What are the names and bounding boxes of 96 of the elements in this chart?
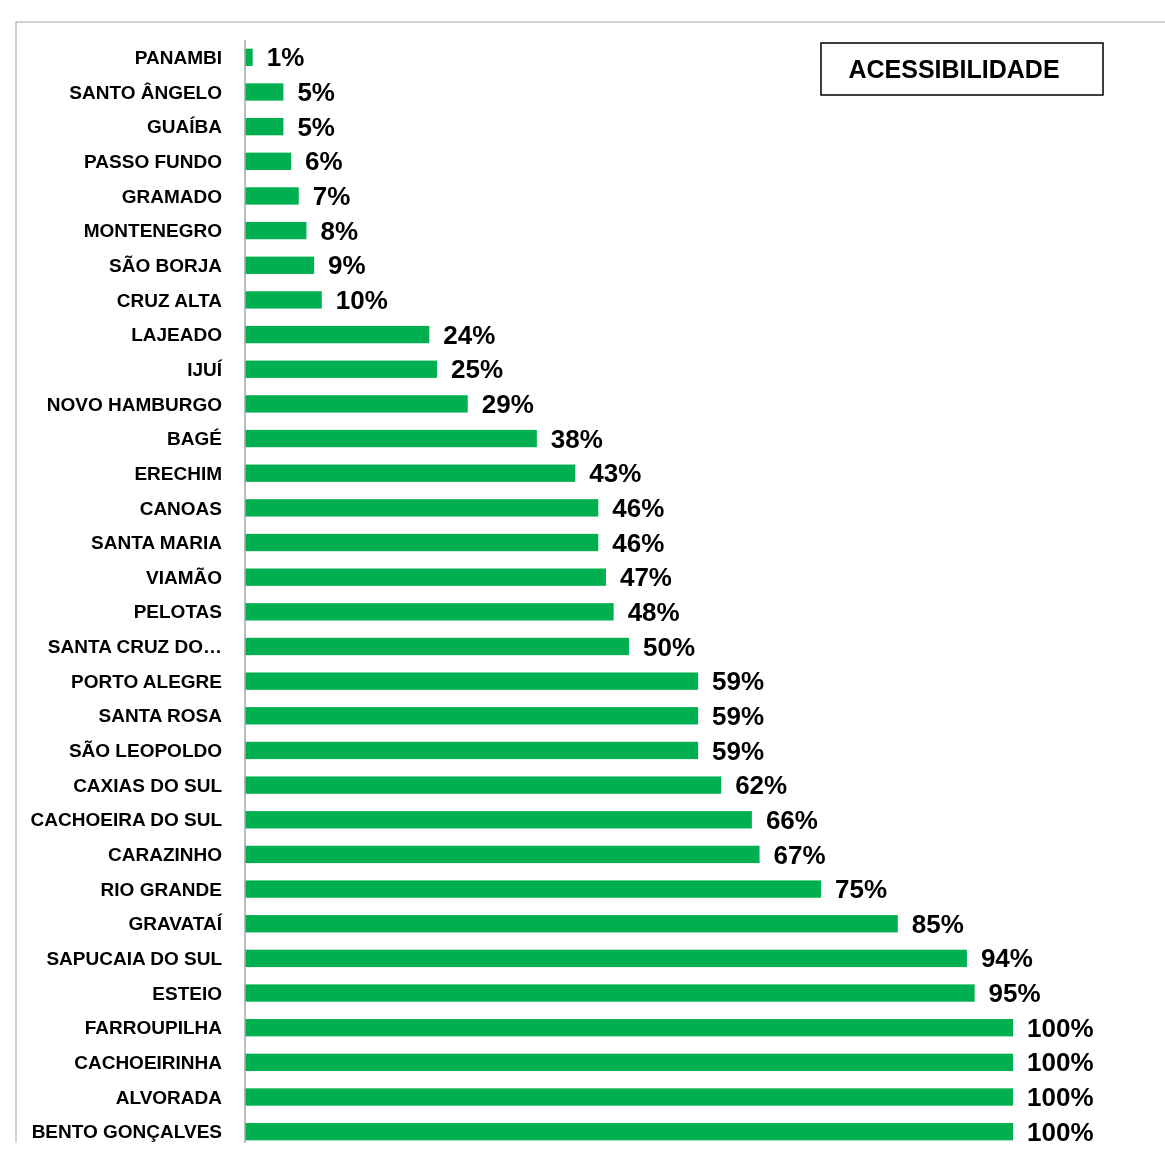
data-label: 38%: [550, 423, 603, 454]
bar: [245, 360, 437, 378]
data-label: 46%: [612, 527, 665, 558]
bar: [245, 915, 898, 933]
data-label: 43%: [589, 458, 642, 489]
data-label: 7%: [312, 181, 351, 212]
bar: [245, 1019, 1013, 1037]
y-tick-label: CARAZINHO: [108, 844, 222, 866]
y-tick-label: CANOAS: [139, 497, 222, 519]
y-tick-label: PELOTAS: [133, 601, 222, 623]
y-tick-label: PASSO FUNDO: [84, 150, 222, 172]
text: ACESSIBILIDADE: [848, 54, 1060, 83]
bar: [245, 949, 967, 968]
y-tick-label: SANTA CRUZ DO…: [47, 636, 222, 658]
data-label: 24%: [443, 319, 496, 350]
bar: [245, 637, 629, 656]
data-label: 25%: [451, 354, 504, 385]
bar: [245, 152, 292, 170]
bar: [245, 811, 752, 829]
data-label: 85%: [911, 908, 964, 939]
y-tick-label: SANTA ROSA: [98, 705, 223, 727]
bar: [245, 187, 299, 205]
y-tick-label: FARROUPILHA: [84, 1017, 223, 1039]
bar: [245, 325, 430, 344]
data-label: 29%: [481, 388, 534, 419]
y-tick-label: SÃO BORJA: [109, 254, 223, 276]
bar: [245, 741, 699, 760]
bar: [245, 83, 284, 101]
y-tick-label: NOVO HAMBURGO: [46, 393, 222, 415]
y-tick-label: GRAVATAÍ: [128, 913, 223, 935]
data-label: 59%: [712, 666, 765, 697]
bar: [245, 117, 284, 136]
data-label: 75%: [835, 874, 888, 905]
y-tick-label: BAGÉ: [167, 428, 222, 450]
data-label: 47%: [619, 562, 673, 593]
bar: [245, 291, 322, 309]
data-label: 48%: [627, 596, 680, 627]
data-label: 66%: [765, 804, 818, 835]
bar: [245, 1053, 1013, 1072]
bar: [245, 533, 599, 552]
y-tick-label: ALVORADA: [115, 1086, 223, 1108]
data-label: 46%: [612, 492, 665, 523]
data-label: 6%: [305, 146, 343, 177]
y-tick-label: PANAMBI: [134, 46, 222, 68]
data-label: 9%: [328, 250, 366, 281]
y-tick-label: PORTO ALEGRE: [71, 670, 222, 692]
bar: [245, 568, 606, 586]
y-tick-label: CACHOEIRA DO SUL: [30, 809, 223, 831]
bar: [245, 672, 699, 690]
bar: [245, 464, 576, 482]
y-tick-label: CACHOEIRINHA: [74, 1052, 223, 1074]
y-tick-label: GRAMADO: [121, 185, 222, 207]
y-tick-label: MONTENEGRO: [83, 220, 222, 242]
data-label: 8%: [320, 215, 359, 246]
bar: [245, 256, 315, 274]
y-tick-label: CRUZ ALTA: [116, 289, 223, 311]
y-tick-label: CAXIAS DO SUL: [73, 774, 223, 796]
y-tick-label: VIAMÃO: [146, 566, 222, 588]
data-label: 50%: [643, 631, 696, 662]
y-tick-label: ERECHIM: [134, 462, 222, 484]
y-tick-label: IJUÍ: [187, 358, 223, 380]
data-label: 1%: [266, 42, 305, 73]
bar: [245, 845, 760, 864]
bar: [245, 984, 975, 1002]
bar: [245, 429, 537, 448]
bar: [245, 395, 468, 413]
data-label: 100%: [1027, 1082, 1094, 1113]
data-label: 94%: [980, 943, 1033, 974]
data-label: 62%: [735, 770, 788, 801]
data-label: 5%: [297, 77, 335, 108]
data-label: 59%: [712, 700, 765, 731]
y-tick-label: SÃO LEOPOLDO: [68, 740, 222, 762]
y-tick-label: BENTO GONÇALVES: [31, 1121, 222, 1143]
bar: [245, 880, 821, 898]
bar: [245, 1123, 1013, 1141]
data-label: 95%: [988, 978, 1041, 1009]
data-label: 100%: [1027, 1116, 1094, 1147]
y-tick-label: SANTO ÂNGELO: [69, 81, 222, 103]
data-label: 100%: [1027, 1012, 1094, 1043]
y-tick-label: LAJEADO: [131, 324, 222, 346]
bar: [245, 707, 699, 725]
y-tick-label: SANTA MARIA: [91, 532, 223, 554]
data-label: 100%: [1027, 1047, 1094, 1078]
data-label: 10%: [335, 285, 388, 316]
data-label: 59%: [712, 735, 765, 766]
bar: [245, 499, 599, 517]
y-tick-label: RIO GRANDE: [100, 878, 222, 900]
data-label: 5%: [297, 111, 335, 142]
bar: [245, 603, 614, 621]
bar: [245, 776, 722, 794]
data-label: 67%: [773, 839, 826, 870]
y-tick-label: SAPUCAIA DO SUL: [46, 948, 223, 970]
bar: [245, 1088, 1013, 1106]
y-tick-label: GUAÍBA: [147, 116, 223, 138]
bar: [245, 221, 307, 240]
y-tick-label: ESTEIO: [152, 982, 222, 1004]
